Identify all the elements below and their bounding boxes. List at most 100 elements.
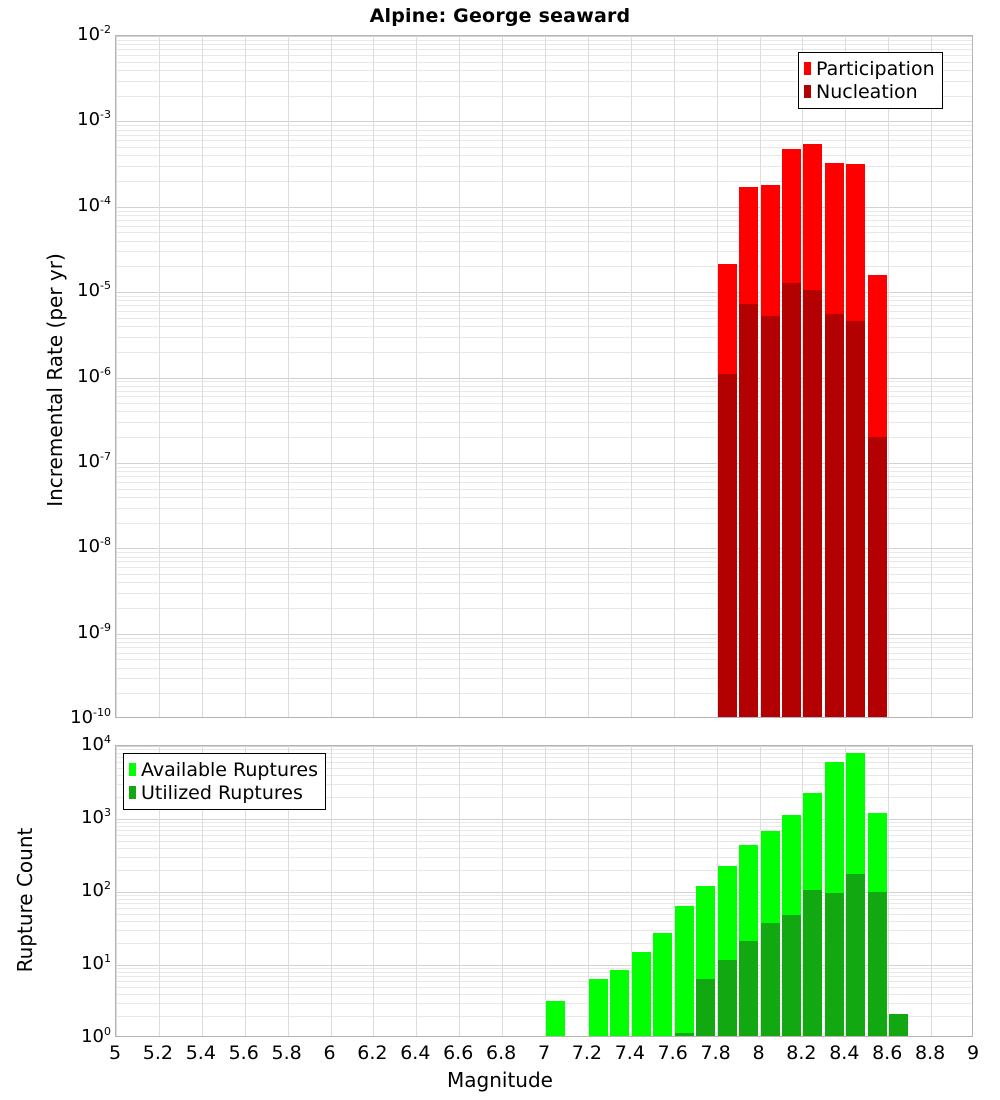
y-tick-label: 10-4	[77, 193, 111, 216]
bar-available	[589, 979, 608, 1036]
gridline-horizontal	[116, 489, 972, 490]
bar-nucleation	[739, 304, 758, 717]
legend-item[interactable]: Nucleation	[804, 80, 935, 103]
gridline-horizontal	[116, 642, 972, 643]
gridline-vertical	[331, 36, 332, 717]
gridline-vertical	[717, 36, 718, 717]
gridline-vertical	[416, 36, 417, 717]
gridline-horizontal	[116, 251, 972, 252]
gridline-horizontal	[116, 155, 972, 156]
gridline-horizontal	[116, 678, 972, 679]
legend-item[interactable]: Utilized Ruptures	[129, 781, 318, 804]
gridline-horizontal	[116, 140, 972, 141]
gridline-vertical	[802, 36, 803, 717]
gridline-horizontal	[116, 386, 972, 387]
gridline-horizontal	[116, 746, 972, 747]
gridline-horizontal	[116, 892, 972, 893]
gridline-horizontal	[116, 903, 972, 904]
bar-utilized	[761, 923, 780, 1036]
gridline-horizontal	[116, 914, 972, 915]
bottom-y-axis-label: Rupture Count	[13, 827, 37, 973]
gridline-vertical	[159, 746, 160, 1036]
bar-utilized	[868, 891, 887, 1036]
gridline-horizontal	[116, 987, 972, 988]
gridline-horizontal	[116, 266, 972, 267]
gridline-vertical	[588, 36, 589, 717]
gridline-vertical	[588, 746, 589, 1036]
gridline-horizontal	[116, 753, 972, 754]
top-y-tick-labels: 10-2 10-3 10-4 10-5 10-6 10-7 10-8 10-9 10-10	[55, 0, 111, 740]
gridline-vertical	[674, 746, 675, 1036]
legend-item[interactable]: Participation	[804, 57, 935, 80]
bar-nucleation	[825, 314, 844, 717]
gridline-horizontal	[116, 403, 972, 404]
gridline-vertical	[717, 746, 718, 1036]
gridline-vertical	[245, 746, 246, 1036]
nucleation-swatch-icon	[804, 85, 811, 98]
gridline-horizontal	[116, 211, 972, 212]
gridline-horizontal	[116, 895, 972, 896]
x-tick-label: 7.4	[614, 1042, 645, 1064]
y-tick-label: 100	[81, 1025, 111, 1047]
gridline-horizontal	[116, 70, 972, 71]
participation-swatch-icon	[804, 62, 811, 75]
gridline-horizontal	[116, 921, 972, 922]
bar-available	[546, 1001, 565, 1036]
rupture-count-plot	[115, 745, 973, 1037]
y-tick-label: 10-6	[77, 364, 111, 387]
gridline-vertical	[888, 746, 889, 1036]
x-tick-label: 8	[752, 1042, 765, 1064]
gridline-horizontal	[116, 972, 972, 973]
x-tick-label: 6.4	[400, 1042, 431, 1064]
gridline-vertical	[202, 36, 203, 717]
gridline-horizontal	[116, 378, 972, 379]
gridline-horizontal	[116, 768, 972, 769]
bar-utilized	[782, 915, 801, 1036]
gridline-horizontal	[116, 1003, 972, 1004]
gridline-vertical	[845, 746, 846, 1036]
utilized-ruptures-swatch-icon	[129, 786, 136, 799]
gridline-horizontal	[116, 668, 972, 669]
gridline-horizontal	[116, 337, 972, 338]
gridline-vertical	[545, 36, 546, 717]
x-tick-label: 8.4	[829, 1042, 860, 1064]
page-title: Alpine: George seaward	[369, 5, 631, 27]
legend-item[interactable]: Available Ruptures	[129, 758, 318, 781]
x-tick-label: 6	[323, 1042, 336, 1064]
y-tick-label: 10-9	[77, 620, 111, 643]
gridline-horizontal	[116, 96, 972, 97]
gridline-horizontal	[116, 300, 972, 301]
gridline-horizontal	[116, 463, 972, 464]
gridline-horizontal	[116, 215, 972, 216]
gridline-horizontal	[116, 976, 972, 977]
gridline-horizontal	[116, 574, 972, 575]
gridline-horizontal	[116, 411, 972, 412]
gridline-vertical	[116, 746, 117, 1036]
gridline-vertical	[459, 746, 460, 1036]
x-tick-label: 7.8	[700, 1042, 731, 1064]
count-legend: Available Ruptures Utilized Ruptures	[123, 753, 326, 810]
gridline-vertical	[416, 746, 417, 1036]
gridline-horizontal	[116, 311, 972, 312]
gridline-horizontal	[116, 220, 972, 221]
gridline-horizontal	[116, 561, 972, 562]
bar-available	[653, 932, 672, 1036]
x-tick-label: 8.6	[872, 1042, 903, 1064]
gridline-horizontal	[116, 147, 972, 148]
gridline-horizontal	[116, 467, 972, 468]
x-tick-label: 5.2	[142, 1042, 173, 1064]
gridline-vertical	[331, 746, 332, 1036]
x-tick-label: 7	[537, 1042, 551, 1064]
y-tick-label: 10-5	[77, 279, 111, 302]
gridline-horizontal	[116, 826, 972, 827]
gridline-vertical	[802, 746, 803, 1036]
bottom-y-tick-labels: 104 103 102 101 100	[55, 700, 111, 1100]
gridline-horizontal	[116, 552, 972, 553]
gridline-horizontal	[116, 305, 972, 306]
bar-utilized	[825, 893, 844, 1036]
y-tick-label: 102	[81, 879, 111, 901]
gridline-horizontal	[116, 476, 972, 477]
top-gridlines	[116, 36, 972, 717]
bar-utilized	[803, 890, 822, 1036]
y-tick-label: 10-2	[77, 23, 111, 45]
